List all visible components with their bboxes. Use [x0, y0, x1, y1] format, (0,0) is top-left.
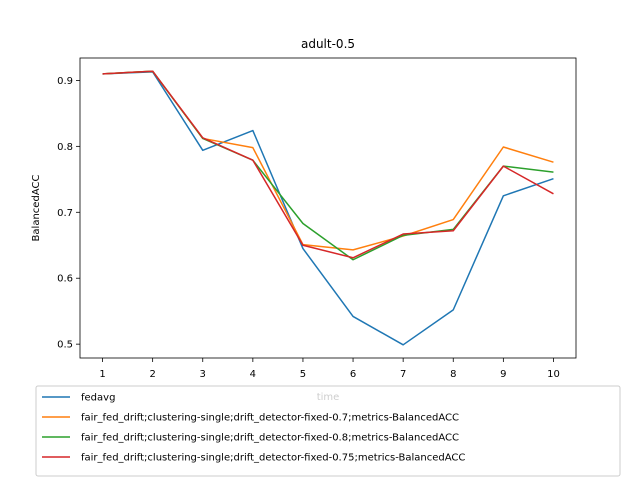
- legend-label: fedavg: [81, 393, 115, 404]
- x-tick-label: 10: [547, 369, 560, 380]
- x-tick-label: 3: [200, 369, 206, 380]
- legend-label: fair_fed_drift;clustering-single;drift_d…: [81, 433, 459, 444]
- legend-frame: [35, 385, 621, 477]
- plot-frame: [79, 57, 577, 359]
- y-tick-label: 0.6: [57, 274, 73, 285]
- y-tick-label: 0.8: [57, 142, 73, 153]
- legend-label: fair_fed_drift;clustering-single;drift_d…: [81, 413, 459, 424]
- series-line-0: [102, 71, 554, 346]
- series-line-3: [102, 70, 554, 259]
- y-tick-label: 0.9: [57, 76, 73, 87]
- x-tick-label: 1: [99, 369, 105, 380]
- x-tick-label: 5: [300, 369, 306, 380]
- x-tick-label: 2: [149, 369, 155, 380]
- x-tick-label: 9: [500, 369, 506, 380]
- chart-title: adult-0.5: [301, 37, 355, 51]
- x-tick-label: 6: [350, 369, 356, 380]
- y-tick-label: 0.7: [57, 208, 73, 219]
- y-tick-label: 0.5: [57, 340, 73, 351]
- x-tick-label: 4: [250, 369, 256, 380]
- legend-label: fair_fed_drift;clustering-single;drift_d…: [81, 453, 465, 464]
- y-axis: 0.5 0.6 0.7 0.8 0.9: [57, 76, 80, 351]
- plot-lines: [102, 70, 554, 346]
- y-axis-label: BalancedACC: [31, 175, 42, 242]
- x-tick-label: 8: [450, 369, 456, 380]
- x-axis: 1 2 3 4 5 6 7 8 9 10: [99, 358, 560, 380]
- x-tick-label: 7: [400, 369, 406, 380]
- legend: fedavg fair_fed_drift;clustering-single;d…: [35, 385, 621, 477]
